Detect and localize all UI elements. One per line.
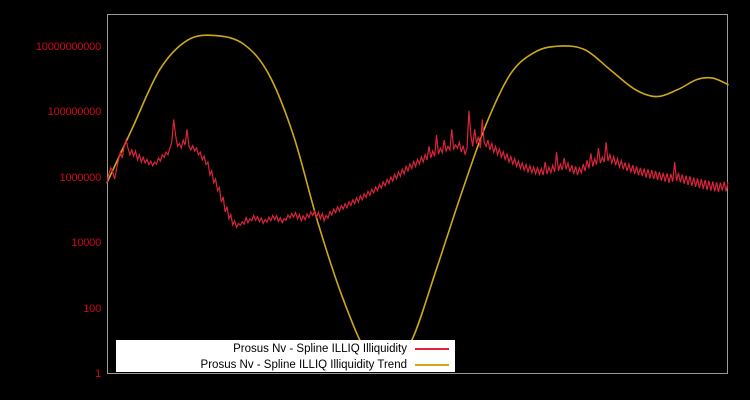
trend-line-path [106,34,729,365]
legend-label-illiquidity: Prosus Nv - Spline ILLIQ Illiquidity [233,343,407,355]
y-axis-tick-label: 10000 [71,237,101,250]
y-axis-tick-label: 100 [83,302,101,315]
legend-swatch-illiquidity [415,348,449,350]
legend-item-illiquidity: Prosus Nv - Spline ILLIQ Illiquidity [117,341,454,357]
y-axis-tick-label: 10000000000 [35,40,101,53]
chart-legend[interactable]: Prosus Nv - Spline ILLIQ Illiquidity Pro… [116,340,455,372]
y-axis-tick-labels: 1 100 10000 1000000 100000000 10000000000 [0,0,101,400]
plot-area-frame [107,14,728,374]
legend-swatch-trend [415,364,449,366]
y-axis-tick-label: 1 [95,368,101,380]
y-axis-tick-label: 100000000 [47,106,101,119]
legend-item-trend: Prosus Nv - Spline ILLIQ Illiquidity Tre… [117,357,454,373]
legend-label-trend: Prosus Nv - Spline ILLIQ Illiquidity Tre… [200,359,407,371]
series-group [106,34,729,365]
y-axis-tick-label: 1000000 [59,171,102,184]
illiquidity-line-path [106,110,729,230]
